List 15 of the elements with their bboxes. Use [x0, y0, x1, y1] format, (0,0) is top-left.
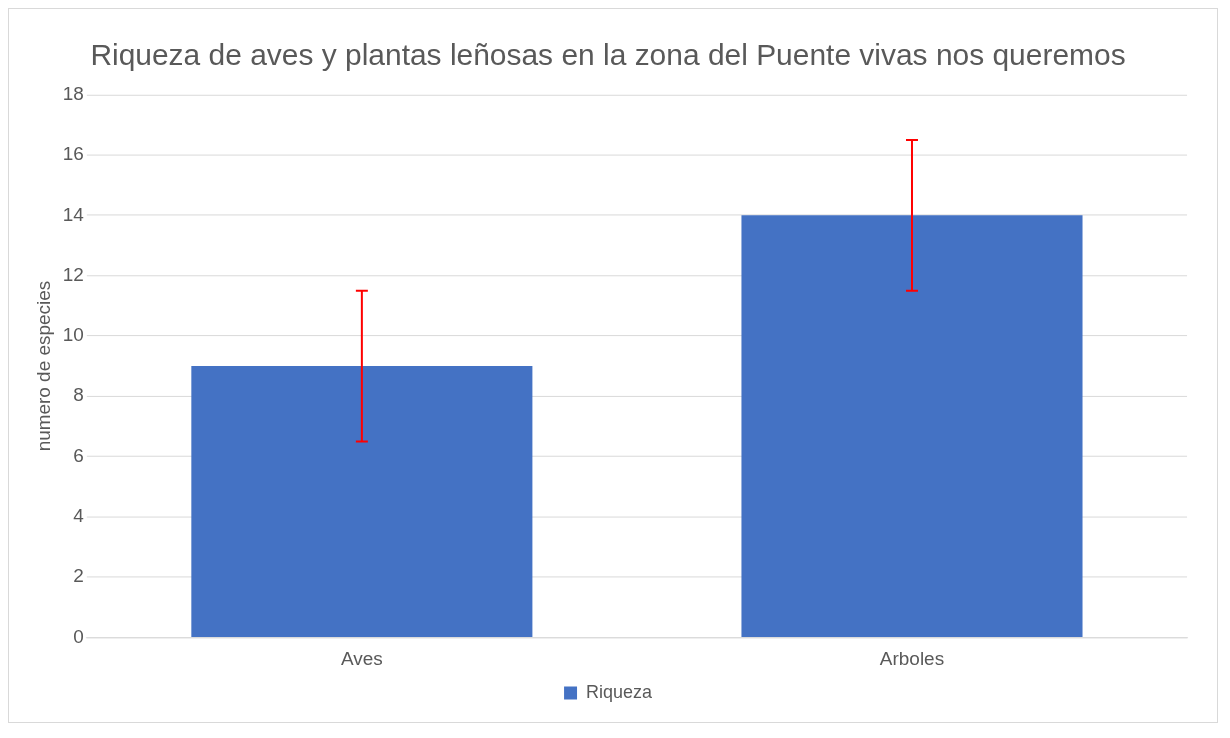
y-axis-title: numero de especies	[32, 280, 54, 452]
y-tick-label: 14	[62, 203, 84, 225]
y-tick-label: 12	[62, 263, 84, 285]
y-tick-label: 2	[73, 565, 84, 587]
y-tick-label: 18	[62, 82, 84, 104]
y-tick-label: 6	[73, 444, 84, 466]
y-tick-label: 8	[73, 384, 84, 406]
y-tick-label: 16	[62, 143, 84, 165]
y-tick-label: 4	[73, 505, 84, 527]
y-tick-label: 10	[62, 324, 84, 346]
y-tick-label: 0	[73, 625, 84, 647]
chart-title: Riqueza de aves y plantas leñosas en la zona del Puente vivas nos queremos	[90, 38, 1126, 72]
x-tick-label: Aves	[340, 648, 383, 669]
legend-label: Riqueza	[586, 682, 652, 703]
x-tick-label: Arboles	[879, 648, 945, 669]
